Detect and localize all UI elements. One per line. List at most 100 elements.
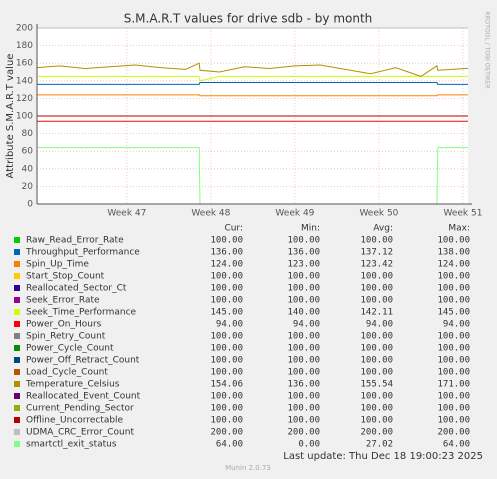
legend-swatch xyxy=(14,333,20,339)
legend-stat: 136.00 xyxy=(287,248,320,258)
legend-stat: 100.00 xyxy=(287,392,320,402)
legend-stat: 100.00 xyxy=(437,236,470,246)
legend-stat: 100.00 xyxy=(210,344,243,354)
legend-stat: 136.00 xyxy=(287,380,320,390)
legend-stat: 100.00 xyxy=(210,272,243,282)
legend-stat: 100.00 xyxy=(287,332,320,342)
legend-stat: 94.00 xyxy=(293,320,320,330)
legend-label: Start_Stop_Count xyxy=(26,272,105,282)
legend-stat: 100.00 xyxy=(210,356,243,366)
legend-swatch xyxy=(14,357,20,363)
legend-label: Throughput_Performance xyxy=(25,248,140,258)
legend-swatch xyxy=(14,381,20,387)
legend-stat: 100.00 xyxy=(210,392,243,402)
legend-label: Spin_Retry_Count xyxy=(26,332,106,342)
legend-swatch xyxy=(14,345,20,351)
x-tick-label: Week 50 xyxy=(359,209,398,219)
legend-stat: 64.00 xyxy=(443,440,470,450)
legend-stat: 145.00 xyxy=(437,308,470,318)
legend-stat: 100.00 xyxy=(360,296,393,306)
last-update: Last update: Thu Dec 18 19:00:23 2025 xyxy=(283,451,483,462)
legend-swatch xyxy=(14,273,20,279)
legend-stat: 100.00 xyxy=(360,236,393,246)
legend-swatch xyxy=(14,393,20,399)
y-tick-label: 40 xyxy=(22,164,34,174)
legend-label: Spin_Up_Time xyxy=(26,260,89,270)
legend-stat: 100.00 xyxy=(210,404,243,414)
legend-stat: 100.00 xyxy=(360,332,393,342)
legend-stat: 140.00 xyxy=(287,308,320,318)
legend-stat: 94.00 xyxy=(366,320,393,330)
legend-stat: 100.00 xyxy=(287,236,320,246)
legend-label: Temperature_Celsius xyxy=(25,380,120,390)
legend-stat: 145.00 xyxy=(210,308,243,318)
legend-stat: 100.00 xyxy=(360,284,393,294)
legend-stat: 64.00 xyxy=(216,440,243,450)
legend-stat: 100.00 xyxy=(210,296,243,306)
legend-stat: 100.00 xyxy=(287,344,320,354)
legend-label: UDMA_CRC_Error_Count xyxy=(26,428,134,438)
legend-stat: 100.00 xyxy=(210,284,243,294)
legend-stat: 100.00 xyxy=(287,272,320,282)
x-tick-label: Week 51 xyxy=(443,209,482,219)
legend-stat: 100.00 xyxy=(287,368,320,378)
column-header: Avg: xyxy=(373,224,393,234)
legend-stat: 94.00 xyxy=(216,320,243,330)
legend-stat: 124.00 xyxy=(437,260,470,270)
y-tick-label: 160 xyxy=(16,59,33,69)
legend-stat: 100.00 xyxy=(360,272,393,282)
series-line xyxy=(37,75,468,82)
legend-stat: 200.00 xyxy=(210,428,243,438)
legend-swatch xyxy=(14,441,20,447)
side-label: RRDTOOL / TOBI OETIKER xyxy=(484,11,491,88)
x-tick-label: Week 47 xyxy=(107,209,146,219)
legend-stat: 100.00 xyxy=(437,344,470,354)
legend-stat: 100.00 xyxy=(360,356,393,366)
legend-label: Power_Cycle_Count xyxy=(26,344,114,354)
legend-stat: 100.00 xyxy=(287,404,320,414)
legend-stat: 200.00 xyxy=(287,428,320,438)
x-tick-label: Week 48 xyxy=(191,209,230,219)
legend-stat: 200.00 xyxy=(437,428,470,438)
legend-label: smartctl_exit_status xyxy=(26,440,117,450)
legend-stat: 200.00 xyxy=(360,428,393,438)
legend-label: Load_Cycle_Count xyxy=(26,368,108,378)
legend-label: Current_Pending_Sector xyxy=(26,404,134,414)
y-tick-label: 200 xyxy=(16,24,33,34)
column-header: Min: xyxy=(301,224,320,234)
legend-label: Power_On_Hours xyxy=(26,320,102,330)
legend-label: Offline_Uncorrectable xyxy=(26,416,124,426)
legend-stat: 124.00 xyxy=(210,260,243,270)
legend-stat: 0.00 xyxy=(298,440,320,450)
y-tick-label: 80 xyxy=(22,129,34,139)
series-line xyxy=(37,82,468,85)
legend-stat: 155.54 xyxy=(360,380,393,390)
legend-stat: 136.00 xyxy=(210,248,243,258)
column-header: Max: xyxy=(448,224,470,234)
y-tick-label: 20 xyxy=(22,182,34,192)
column-header: Cur: xyxy=(224,224,243,234)
legend-stat: 100.00 xyxy=(437,296,470,306)
legend-stat: 100.00 xyxy=(360,392,393,402)
series-line xyxy=(36,62,469,77)
y-tick-label: 140 xyxy=(16,76,33,86)
legend-stat: 100.00 xyxy=(360,344,393,354)
legend-stat: 123.00 xyxy=(287,260,320,270)
legend-stat: 100.00 xyxy=(287,416,320,426)
legend-label: Raw_Read_Error_Rate xyxy=(26,236,124,246)
y-axis-label: Attribute S.M.A.R.T value xyxy=(5,54,16,179)
legend-stat: 171.00 xyxy=(437,380,470,390)
legend-stat: 94.00 xyxy=(443,320,470,330)
y-tick-label: 180 xyxy=(16,41,33,51)
legend-swatch xyxy=(14,309,20,315)
legend-label: Reallocated_Sector_Ct xyxy=(26,284,127,294)
legend-stat: 123.42 xyxy=(360,260,393,270)
x-tick-label: Week 49 xyxy=(275,209,314,219)
legend-stat: 100.00 xyxy=(437,368,470,378)
legend-label: Seek_Error_Rate xyxy=(26,296,100,306)
legend-swatch xyxy=(14,261,20,267)
legend-stat: 100.00 xyxy=(360,368,393,378)
legend-stat: 27.02 xyxy=(366,440,393,450)
y-tick-label: 120 xyxy=(16,94,33,104)
